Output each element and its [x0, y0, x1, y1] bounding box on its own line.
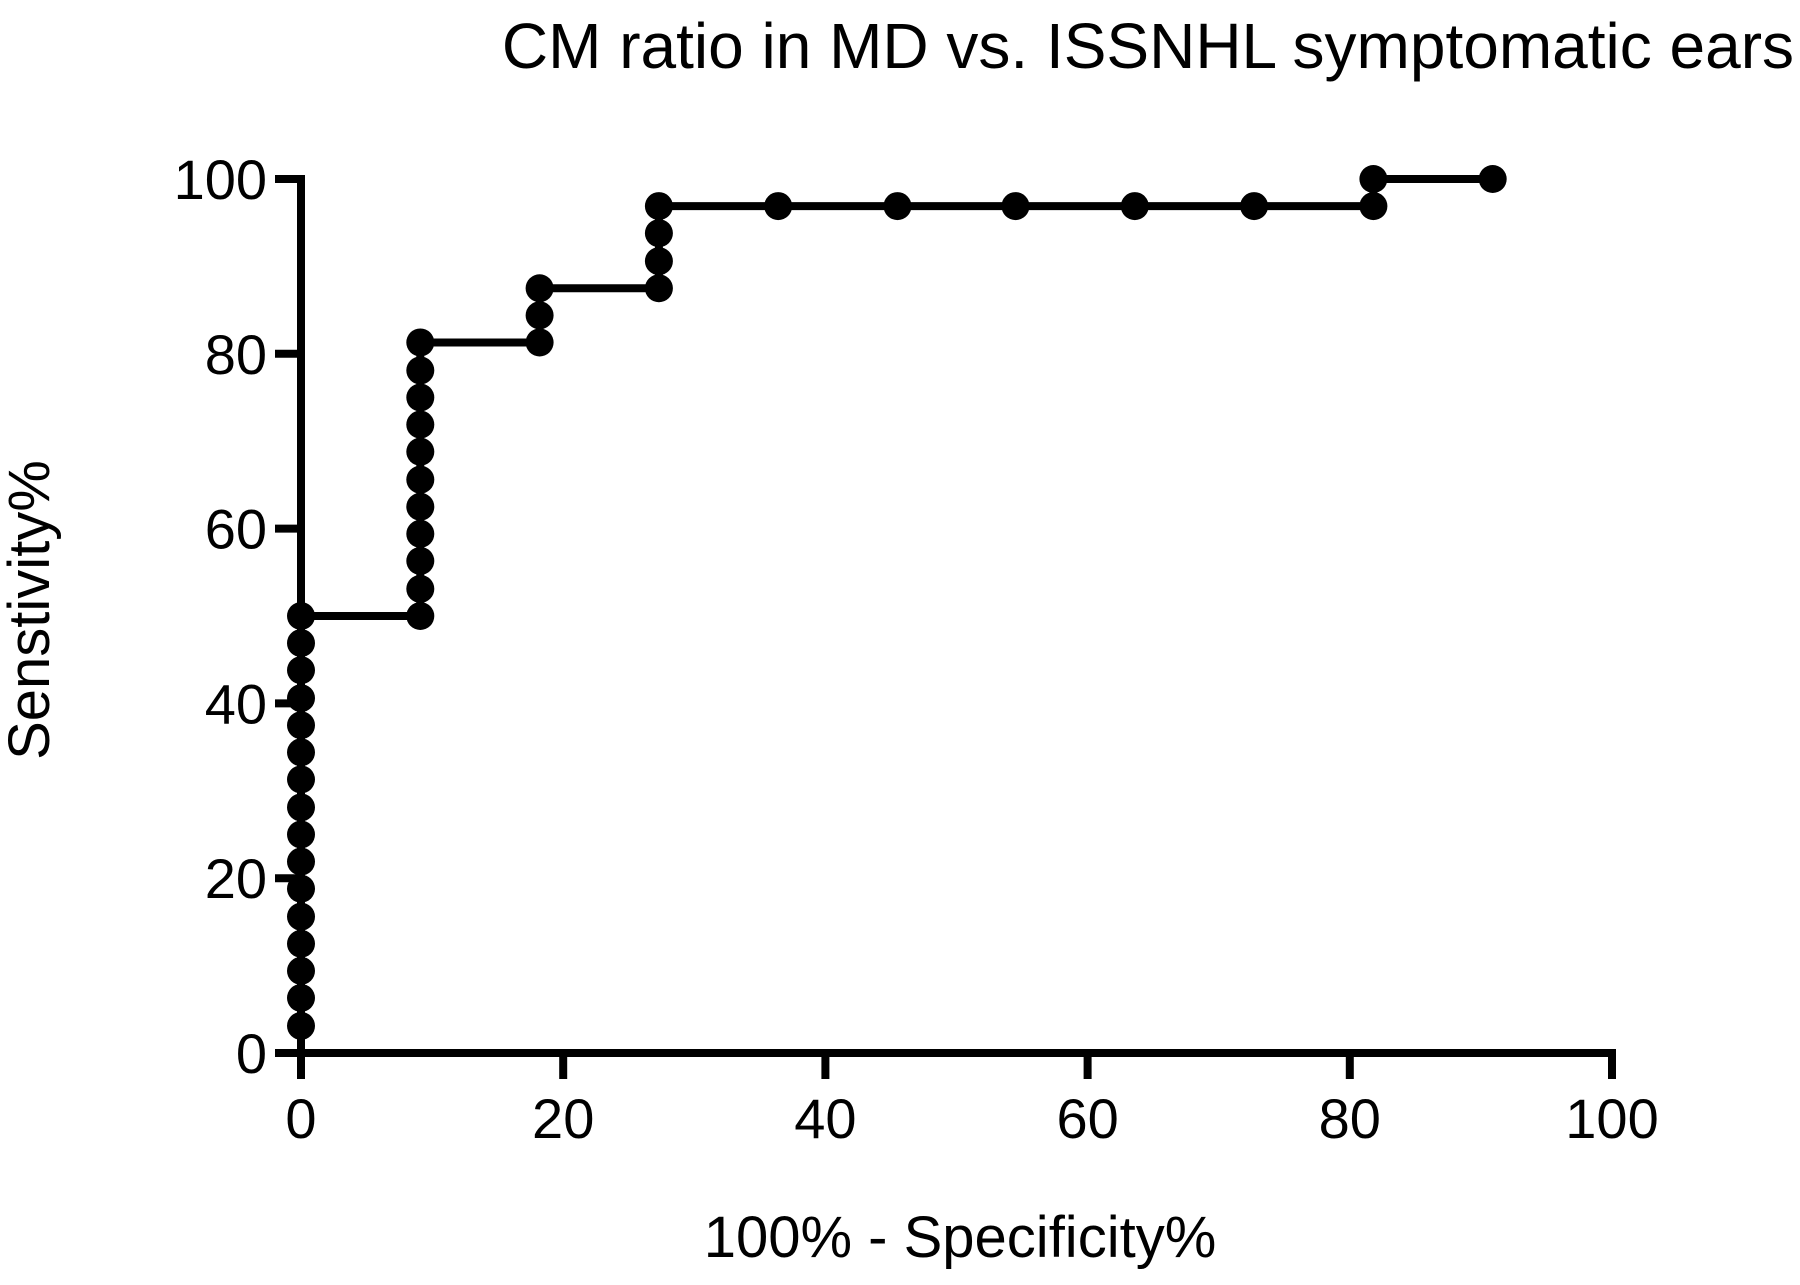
data-point [406, 328, 435, 357]
x-tick-label: 100 [1565, 1087, 1658, 1150]
data-point [644, 219, 673, 248]
data-point [406, 356, 435, 385]
roc-curve-line [297, 175, 1493, 1053]
data-point [1001, 192, 1030, 221]
data-point [406, 519, 435, 548]
data-point [406, 546, 435, 575]
data-point [1359, 165, 1388, 193]
data-point [406, 437, 435, 466]
data-point [287, 684, 315, 713]
x-tick-label: 0 [285, 1087, 316, 1150]
y-tick-label: 60 [205, 498, 267, 561]
y-tick-label: 40 [205, 672, 267, 735]
axes [297, 175, 1616, 1057]
data-point [406, 383, 435, 412]
x-tick-label: 60 [1056, 1087, 1118, 1150]
data-point [287, 847, 315, 876]
y-tick-label: 80 [205, 323, 267, 386]
data-point [287, 602, 315, 630]
data-point [287, 711, 315, 740]
data-point [406, 465, 435, 494]
data-point [644, 247, 673, 276]
data-point [287, 656, 315, 685]
data-point [644, 192, 673, 221]
data-point [525, 274, 554, 303]
data-point [287, 983, 315, 1012]
x-tick-label: 80 [1319, 1087, 1381, 1150]
data-point [287, 874, 315, 903]
y-tick-label: 100 [174, 148, 267, 211]
data-point [287, 765, 315, 794]
data-point [406, 574, 435, 603]
data-point [287, 793, 315, 822]
data-point [287, 820, 315, 849]
data-point [287, 1011, 315, 1040]
data-point [1240, 192, 1269, 221]
data-point [1478, 165, 1507, 193]
y-tick-label: 20 [205, 847, 267, 910]
data-point [644, 274, 673, 303]
data-point [406, 410, 435, 439]
data-point [525, 301, 554, 330]
data-point [764, 192, 793, 221]
data-point [1359, 192, 1388, 221]
ticks: 0 20 40 60 80 100 0 20 40 60 80 100 [174, 148, 1659, 1150]
data-point [406, 492, 435, 521]
series-group [287, 165, 1507, 1053]
data-point [287, 929, 315, 958]
x-tick-label: 40 [794, 1087, 856, 1150]
x-axis-title: 100% - Specificity% [703, 1205, 1217, 1270]
y-axis-title: Senstivity% [0, 460, 62, 760]
data-point [525, 328, 554, 357]
data-point [883, 192, 912, 221]
data-point [287, 629, 315, 658]
chart-title: CM ratio in MD vs. ISSNHL symptomatic ea… [501, 10, 1794, 82]
data-point [287, 902, 315, 931]
data-point [287, 956, 315, 985]
data-point [1120, 192, 1149, 221]
data-point [406, 602, 435, 630]
x-tick-label: 20 [532, 1087, 594, 1150]
data-point [287, 738, 315, 767]
y-tick-label: 0 [236, 1022, 267, 1085]
